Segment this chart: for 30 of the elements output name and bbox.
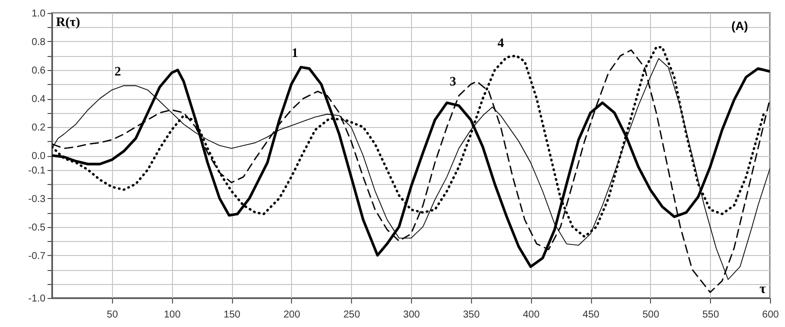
x-tick-label: 450 bbox=[582, 310, 600, 320]
annotation: (A) bbox=[731, 19, 748, 33]
y-tick-label: 0.4 bbox=[32, 94, 46, 105]
y-tick-label: -1.0 bbox=[28, 294, 46, 304]
y-tick-label: 0.2 bbox=[32, 122, 46, 134]
x-tick-label: 400 bbox=[522, 310, 540, 320]
y-axis-title: R(τ) bbox=[56, 14, 80, 29]
x-tick-label: 200 bbox=[283, 310, 301, 320]
y-tick-label: 1.0 bbox=[32, 8, 46, 20]
y-tick-label: -0.3 bbox=[28, 194, 46, 205]
x-tick-label: 150 bbox=[224, 310, 241, 320]
y-tick-label: -0.5 bbox=[28, 222, 46, 234]
x-tick-label: 500 bbox=[642, 310, 660, 320]
x-tick-label: 300 bbox=[403, 310, 420, 320]
annotation: 4 bbox=[497, 35, 504, 50]
y-tick-label: 0.8 bbox=[32, 37, 46, 48]
annotation: 3 bbox=[450, 74, 457, 89]
x-tick-label: 550 bbox=[702, 310, 720, 320]
y-tick-label: -0.1 bbox=[28, 165, 46, 176]
x-tick-label: 600 bbox=[762, 310, 780, 320]
x-axis-title: τ bbox=[760, 282, 767, 297]
x-tick-label: 250 bbox=[343, 310, 360, 320]
x-tick-label: 350 bbox=[462, 310, 480, 320]
y-tick-label: 0.0 bbox=[32, 151, 46, 162]
y-tick-label: -0.7 bbox=[28, 250, 46, 262]
annotation: 2 bbox=[114, 64, 122, 79]
y-tick-label: 0.6 bbox=[32, 66, 46, 76]
annotation: 1 bbox=[292, 45, 298, 60]
x-tick-label: 100 bbox=[164, 310, 181, 320]
x-tick-label: 50 bbox=[106, 310, 118, 320]
